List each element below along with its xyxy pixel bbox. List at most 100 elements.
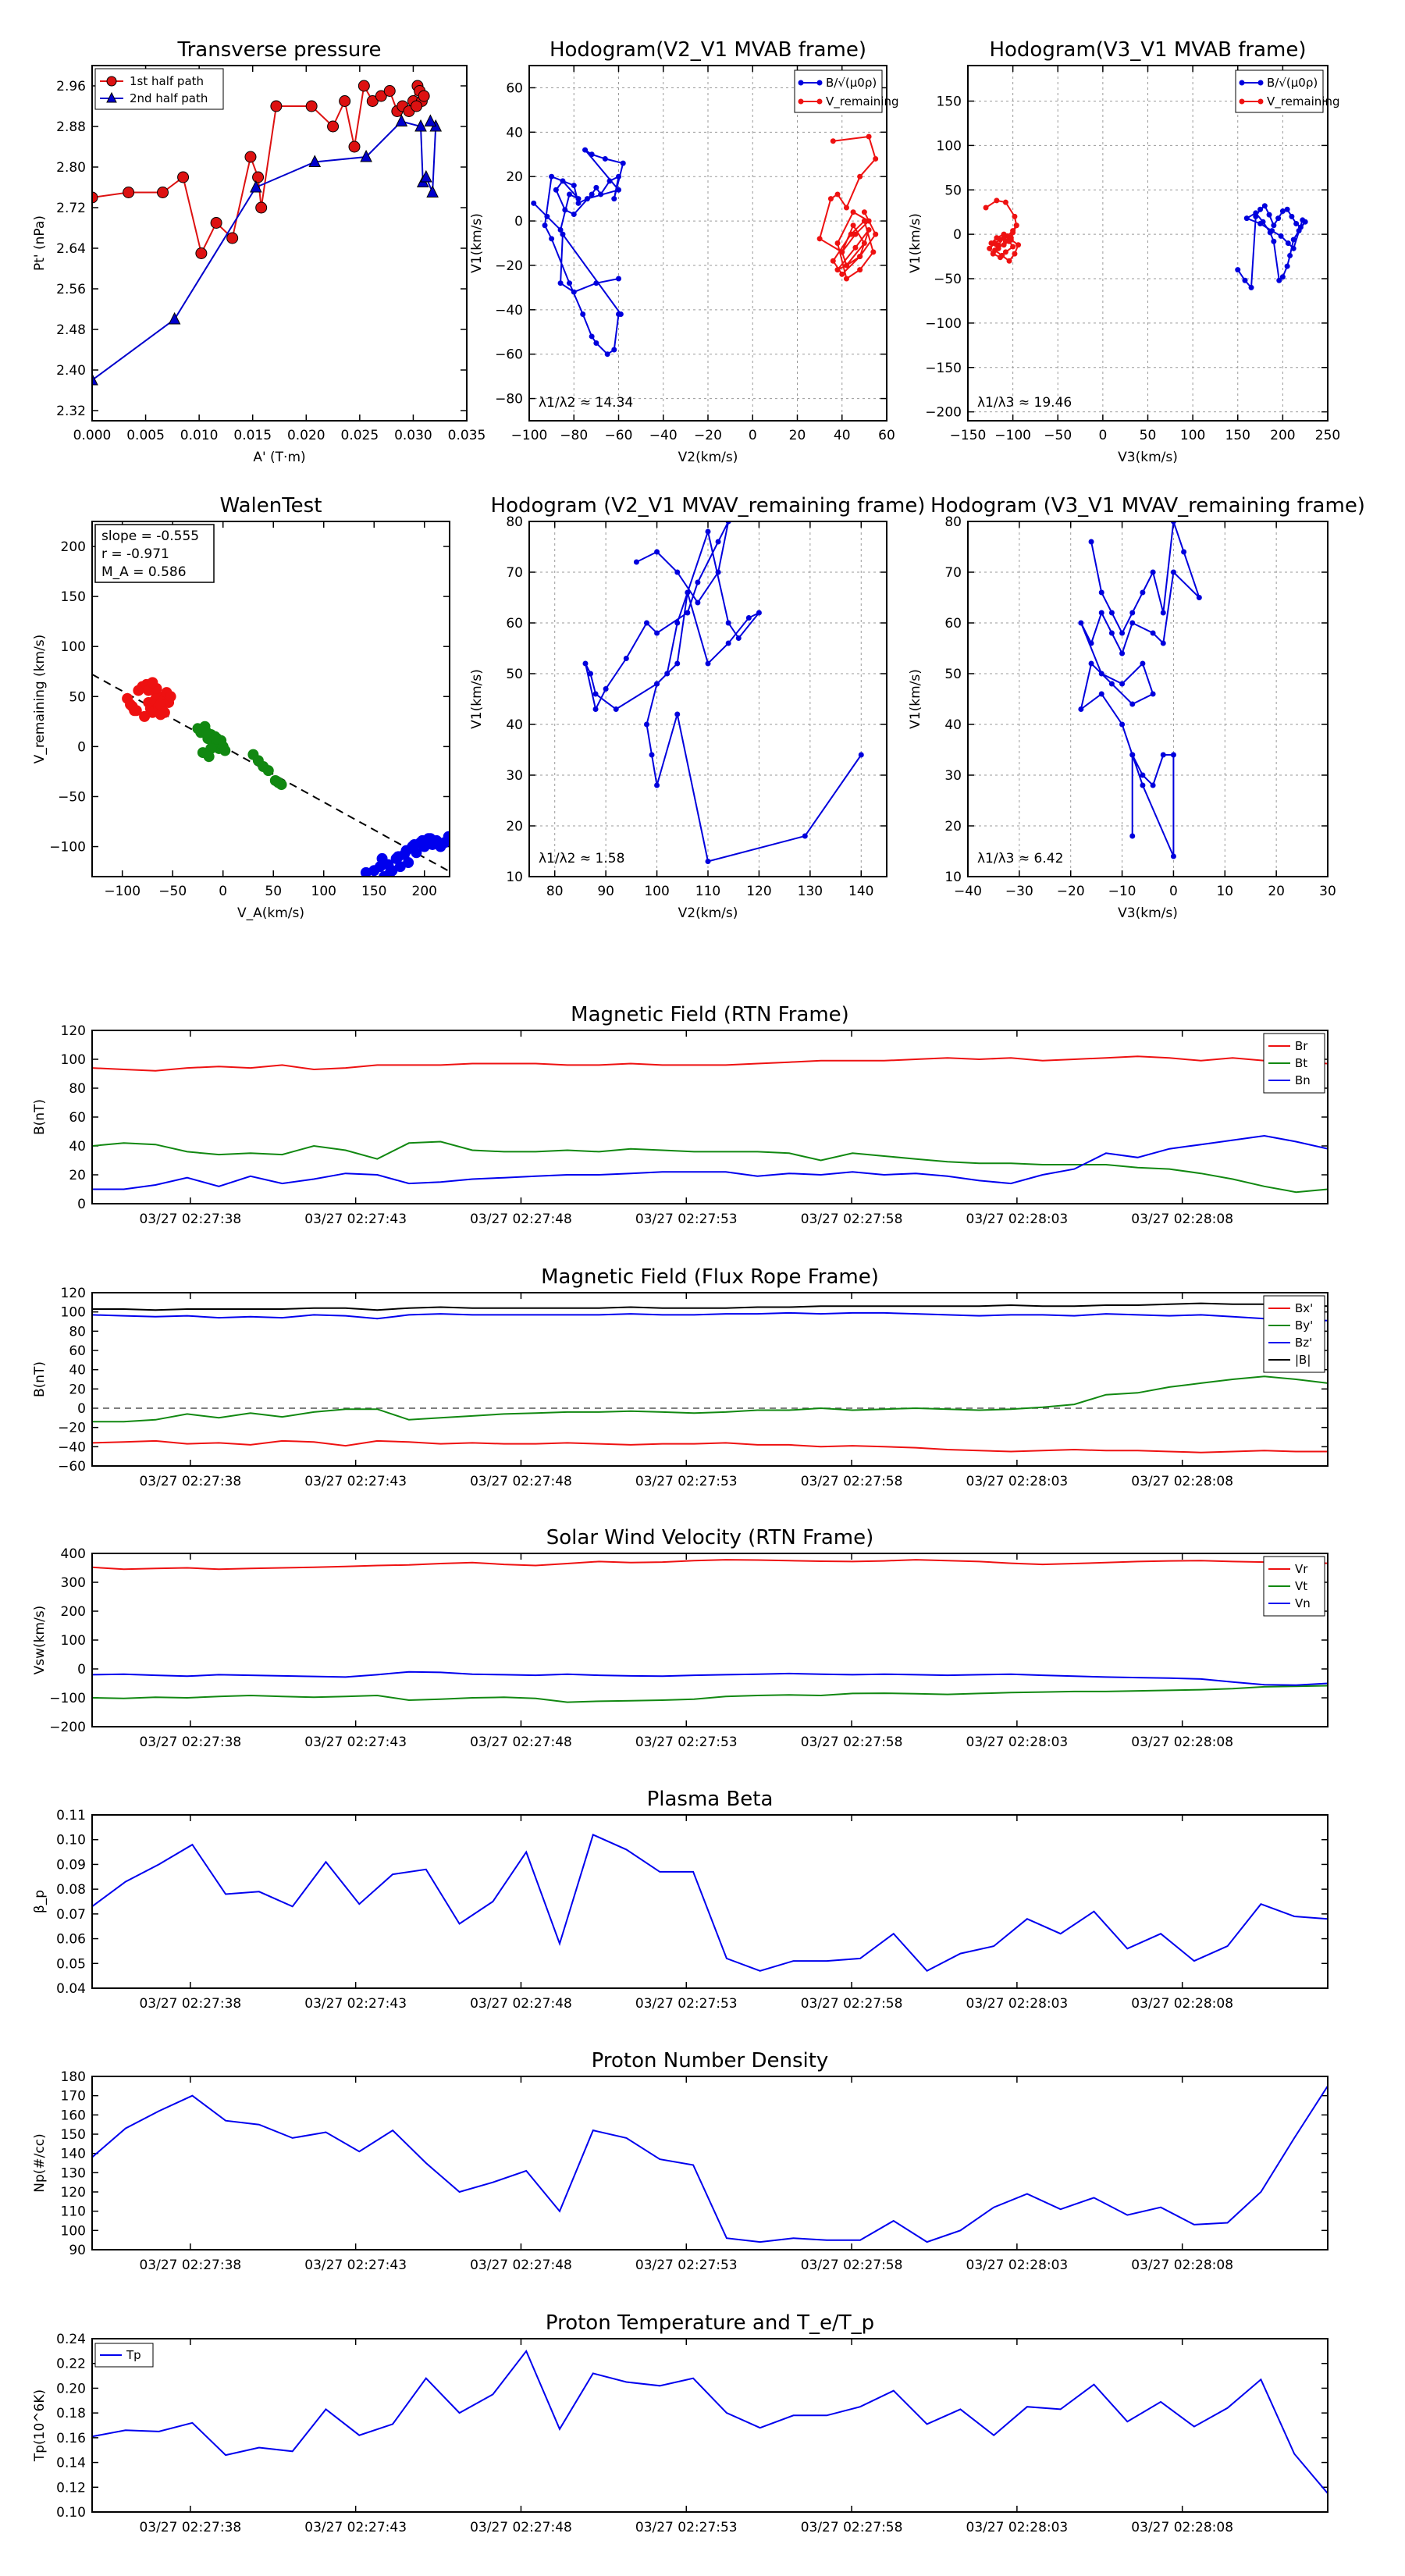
chart-h13: −150 −100 −50 0 50 100 150 200 250 −200 −150 −100 −5…: [908, 65, 1340, 465]
plot-frame: [91, 65, 468, 422]
y-tick-label: −20: [58, 1421, 86, 1436]
data-point: [425, 833, 436, 845]
x-tick-label: 90: [597, 884, 614, 899]
y-tick-label: 0.06: [56, 1932, 86, 1948]
y-tick-label: 40: [69, 1139, 86, 1155]
y-tick-label: 100: [61, 639, 86, 655]
data-point: [1257, 206, 1264, 212]
plot-area: [983, 197, 1308, 290]
y-tick-label: 80: [69, 1081, 86, 1097]
data-point: [1140, 660, 1146, 667]
x-tick-label: 40: [834, 428, 851, 443]
legend-marker: [106, 76, 117, 87]
data-point: [571, 289, 577, 295]
legend-label: V_remaining: [826, 94, 899, 109]
data-point: [1293, 220, 1300, 226]
y-axis-label: B(nT): [32, 1099, 48, 1135]
x-tick-label: 30: [1319, 884, 1336, 899]
data-point: [830, 258, 836, 264]
y-axis-label: V1(km/s): [908, 669, 923, 729]
x-tick-label: 03/27 02:28:03: [966, 1474, 1069, 1489]
y-tick-label: 100: [937, 138, 962, 154]
legend-label: Br: [1295, 1039, 1308, 1053]
data-point: [1140, 589, 1146, 596]
data-point: [92, 191, 98, 204]
y-tick-label: −100: [49, 840, 86, 856]
data-point: [589, 333, 595, 340]
x-tick-label: 03/27 02:27:43: [304, 1735, 407, 1750]
x-tick-label: 150: [361, 884, 386, 899]
y-tick-label: −60: [495, 347, 523, 363]
series-line-Bz': [92, 1311, 1328, 1322]
y-tick-label: 90: [69, 2243, 86, 2258]
y-tick-label: 0.10: [56, 1833, 86, 1848]
data-point: [1129, 620, 1136, 626]
data-point: [861, 218, 867, 224]
y-tick-label: 20: [69, 1168, 86, 1183]
data-point: [1108, 681, 1115, 687]
y-tick-label: 400: [61, 1546, 86, 1562]
chart-mag_rtn: 0 20 40 60 80 100 120 03/27 02:27:38 03/27 02:27…: [32, 1023, 1329, 1227]
data-point: [664, 671, 670, 677]
plot-frame: [91, 1292, 1329, 1467]
data-point: [816, 236, 823, 242]
data-point: [870, 249, 877, 255]
data-point: [1279, 274, 1286, 280]
data-point: [560, 231, 566, 237]
y-tick-label: 70: [506, 565, 523, 581]
data-point: [827, 196, 834, 202]
y-tick-label: 170: [61, 2089, 86, 2105]
x-tick-label: 50: [265, 884, 282, 899]
y-tick-label: 2.72: [56, 201, 86, 216]
legend-label: By': [1295, 1318, 1313, 1332]
legend-label: B/√(μ0ρ): [1267, 76, 1318, 90]
data-point: [611, 347, 617, 353]
x-tick-label: 03/27 02:27:48: [470, 1735, 572, 1750]
data-point: [850, 222, 856, 229]
data-point: [168, 311, 181, 325]
chart-title: WalenTest: [220, 494, 322, 518]
data-point: [1170, 569, 1176, 575]
y-tick-label: 10: [944, 870, 962, 885]
data-point: [843, 205, 849, 211]
y-tick-label: 30: [944, 768, 962, 784]
data-point: [403, 857, 414, 869]
x-tick-label: 03/27 02:28:08: [1131, 1996, 1233, 2012]
data-point: [857, 267, 863, 273]
data-point: [571, 212, 577, 218]
data-point: [857, 254, 863, 260]
data-point: [1266, 212, 1272, 218]
x-tick-label: 140: [848, 884, 873, 899]
y-tick-label: 0: [514, 214, 523, 229]
x-tick-label: 03/27 02:27:58: [801, 1474, 903, 1489]
data-point: [255, 201, 268, 214]
data-point: [1098, 589, 1104, 596]
y-tick-label: 0.08: [56, 1882, 86, 1898]
data-point: [654, 782, 660, 788]
data-point: [549, 236, 555, 242]
data-point: [1150, 782, 1156, 788]
y-tick-label: 50: [506, 667, 523, 682]
data-point: [1253, 210, 1259, 216]
data-point: [560, 178, 566, 184]
data-point: [593, 280, 599, 286]
legend: Bx' By' Bz' |B|: [1263, 1295, 1325, 1373]
plot-area: [92, 1055, 1328, 1194]
x-tick-label: 03/27 02:27:53: [635, 1996, 738, 2012]
data-point: [873, 155, 879, 162]
data-point: [866, 226, 872, 233]
data-point: [1271, 238, 1277, 244]
y-tick-label: 0.20: [56, 2381, 86, 2396]
data-point: [852, 244, 859, 251]
chart-mag_fr: −60 −40 −20 0 20 40 60 80 100 120 03/27 02:27:38 03…: [32, 1286, 1329, 1489]
y-tick-label: 80: [506, 514, 523, 530]
series-line-Tp: [92, 2349, 1328, 2494]
data-point: [848, 231, 854, 237]
data-point: [745, 615, 752, 621]
data-point: [705, 660, 711, 667]
data-point: [262, 765, 274, 777]
data-point: [531, 200, 537, 206]
chart-title: Plasma Beta: [647, 1788, 774, 1811]
y-tick-label: 80: [944, 514, 962, 530]
